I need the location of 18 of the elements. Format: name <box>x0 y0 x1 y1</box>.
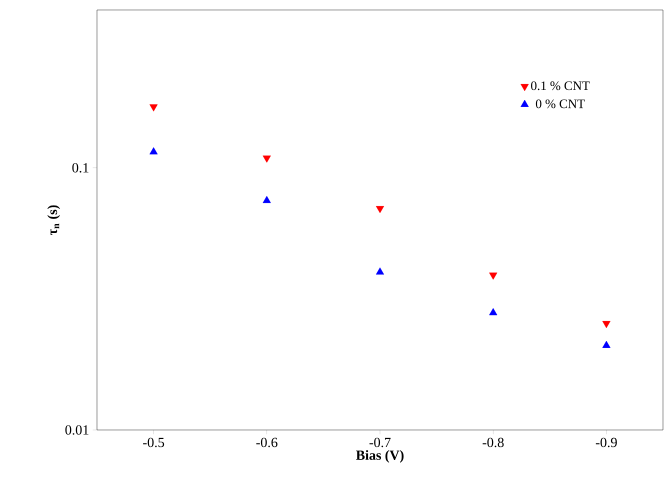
x-tick-label: -0.7 <box>369 438 391 448</box>
point <box>376 267 384 275</box>
point <box>262 196 271 204</box>
point <box>262 156 271 163</box>
x-tick-label: -0.8 <box>482 438 504 448</box>
point <box>489 308 498 316</box>
legend-label: 0.1 % CNT <box>531 81 590 90</box>
x-tick-label: -0.9 <box>596 438 617 448</box>
point <box>376 206 384 214</box>
x-tick-label: -0.6 <box>256 438 278 448</box>
y-tick-label: 0.1 <box>72 163 88 173</box>
x-tick-label: -0.5 <box>143 438 164 448</box>
y-axis-title: τ$_{n}$ (s) <box>47 205 60 236</box>
x-axis-title: Bias (V) <box>356 450 404 463</box>
legend-label: 0 % CNT <box>536 99 585 108</box>
y-tick-label: 0.01 <box>65 425 88 435</box>
point <box>602 340 610 348</box>
point <box>150 104 158 112</box>
